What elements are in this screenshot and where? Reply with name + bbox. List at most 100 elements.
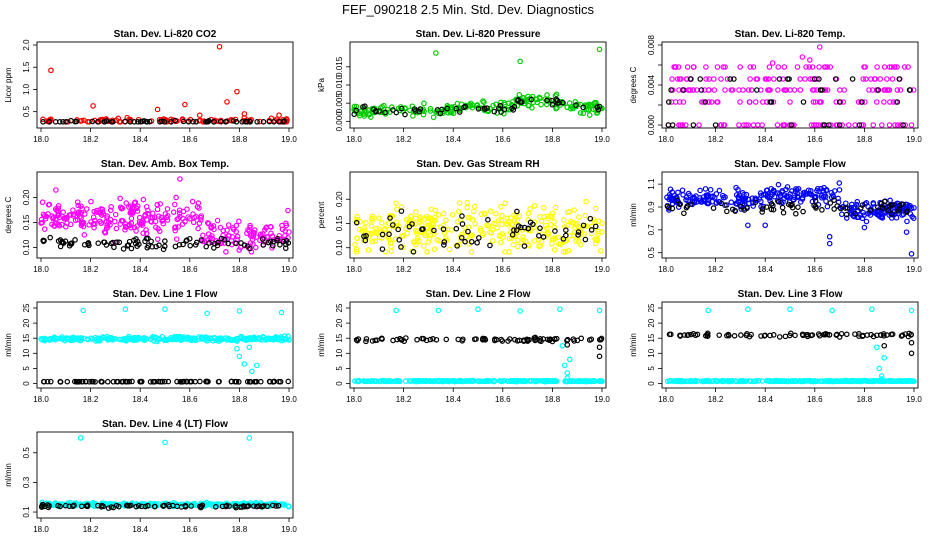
data-point: [552, 228, 558, 234]
data-point: [426, 378, 432, 384]
plot-frame: [661, 171, 919, 259]
data-point: [703, 64, 709, 70]
data-point: [668, 87, 674, 93]
data-point: [198, 504, 204, 511]
data-point: [566, 356, 573, 363]
x-tick-label: 18.0: [33, 135, 49, 144]
data-point: [714, 99, 720, 105]
x-tick-label: 18.0: [346, 135, 362, 144]
data-point: [450, 378, 457, 384]
data-point: [908, 251, 915, 257]
data-point: [379, 103, 385, 110]
chart-title: Stan. Dev. Li-820 CO2: [114, 29, 217, 40]
data-point: [827, 64, 834, 70]
data-point: [264, 503, 270, 510]
data-point: [878, 373, 885, 379]
data-point: [551, 247, 558, 253]
plot-frame: [661, 41, 919, 129]
x-tick-label: 18.0: [346, 265, 362, 274]
data-point: [566, 100, 573, 106]
data-point: [101, 239, 107, 245]
data-point: [215, 336, 222, 342]
data-point: [286, 229, 292, 235]
data-point: [146, 118, 153, 125]
data-point: [530, 221, 536, 228]
data-point: [233, 119, 240, 125]
data-point: [565, 247, 572, 254]
data-point: [853, 378, 860, 384]
data-point: [386, 226, 393, 233]
data-point: [250, 503, 257, 509]
data-point: [718, 76, 724, 82]
chart-panel-6: Stan. Dev. Sample Flow ml/min 18.0 18.2 18.4…: [629, 159, 922, 274]
y-axis-label: kPa: [317, 78, 326, 92]
data-point: [794, 64, 801, 70]
data-point: [762, 222, 769, 229]
data-point: [575, 238, 582, 245]
x-tick-label: 18.8: [232, 135, 248, 144]
data-point: [77, 337, 84, 343]
data-point: [819, 195, 825, 201]
data-point: [487, 208, 494, 214]
data-point: [410, 378, 416, 384]
data-point: [570, 336, 577, 342]
data-point: [480, 336, 487, 342]
data-point: [269, 502, 276, 509]
data-point: [112, 218, 118, 225]
data-point: [488, 230, 495, 236]
data-point: [160, 503, 166, 509]
data-point: [434, 107, 441, 113]
data-point: [881, 202, 887, 208]
data-point: [136, 241, 142, 248]
data-point: [525, 102, 531, 109]
data-point: [255, 335, 262, 342]
data-point: [803, 191, 809, 197]
data-point: [464, 199, 471, 206]
data-point: [888, 64, 895, 70]
data-point: [483, 378, 489, 385]
data-point: [814, 87, 820, 93]
data-point: [455, 208, 462, 215]
y-tick-label: 0.7: [647, 224, 656, 236]
data-point: [786, 76, 792, 82]
data-point: [352, 241, 358, 248]
data-point: [735, 186, 741, 193]
data-point: [160, 246, 167, 253]
data-point: [150, 378, 157, 385]
data-point: [545, 231, 552, 237]
data-point: [714, 64, 721, 70]
x-tick-label: 18.8: [857, 265, 873, 274]
data-point: [780, 122, 786, 128]
data-point: [745, 222, 751, 229]
data-point: [412, 241, 419, 248]
data-point: [397, 378, 403, 385]
data-point: [444, 378, 450, 384]
data-point: [459, 213, 465, 219]
data-point: [60, 118, 66, 125]
data-point: [85, 240, 92, 246]
data-point: [252, 336, 259, 342]
data-point: [786, 193, 792, 200]
data-point: [382, 249, 389, 255]
data-point: [357, 218, 364, 225]
data-point: [792, 188, 799, 195]
data-point: [148, 238, 154, 245]
data-point: [117, 204, 124, 211]
data-point: [881, 198, 888, 205]
data-point: [852, 210, 859, 217]
data-point: [256, 503, 262, 509]
data-point: [121, 336, 128, 342]
data-point: [41, 226, 48, 232]
chart-title: Stan. Dev. Gas Stream RH: [416, 159, 539, 170]
y-tick-label: 10: [22, 348, 31, 357]
plot-frame: [661, 301, 919, 389]
data-point: [758, 333, 764, 339]
data-point: [40, 119, 46, 125]
series-primary: [352, 306, 605, 385]
data-point: [728, 199, 735, 206]
data-point: [420, 111, 427, 118]
x-tick-label: 18.0: [346, 395, 362, 404]
y-tick-label: 0.20: [335, 191, 344, 207]
data-point: [817, 378, 824, 384]
data-point: [78, 203, 84, 209]
